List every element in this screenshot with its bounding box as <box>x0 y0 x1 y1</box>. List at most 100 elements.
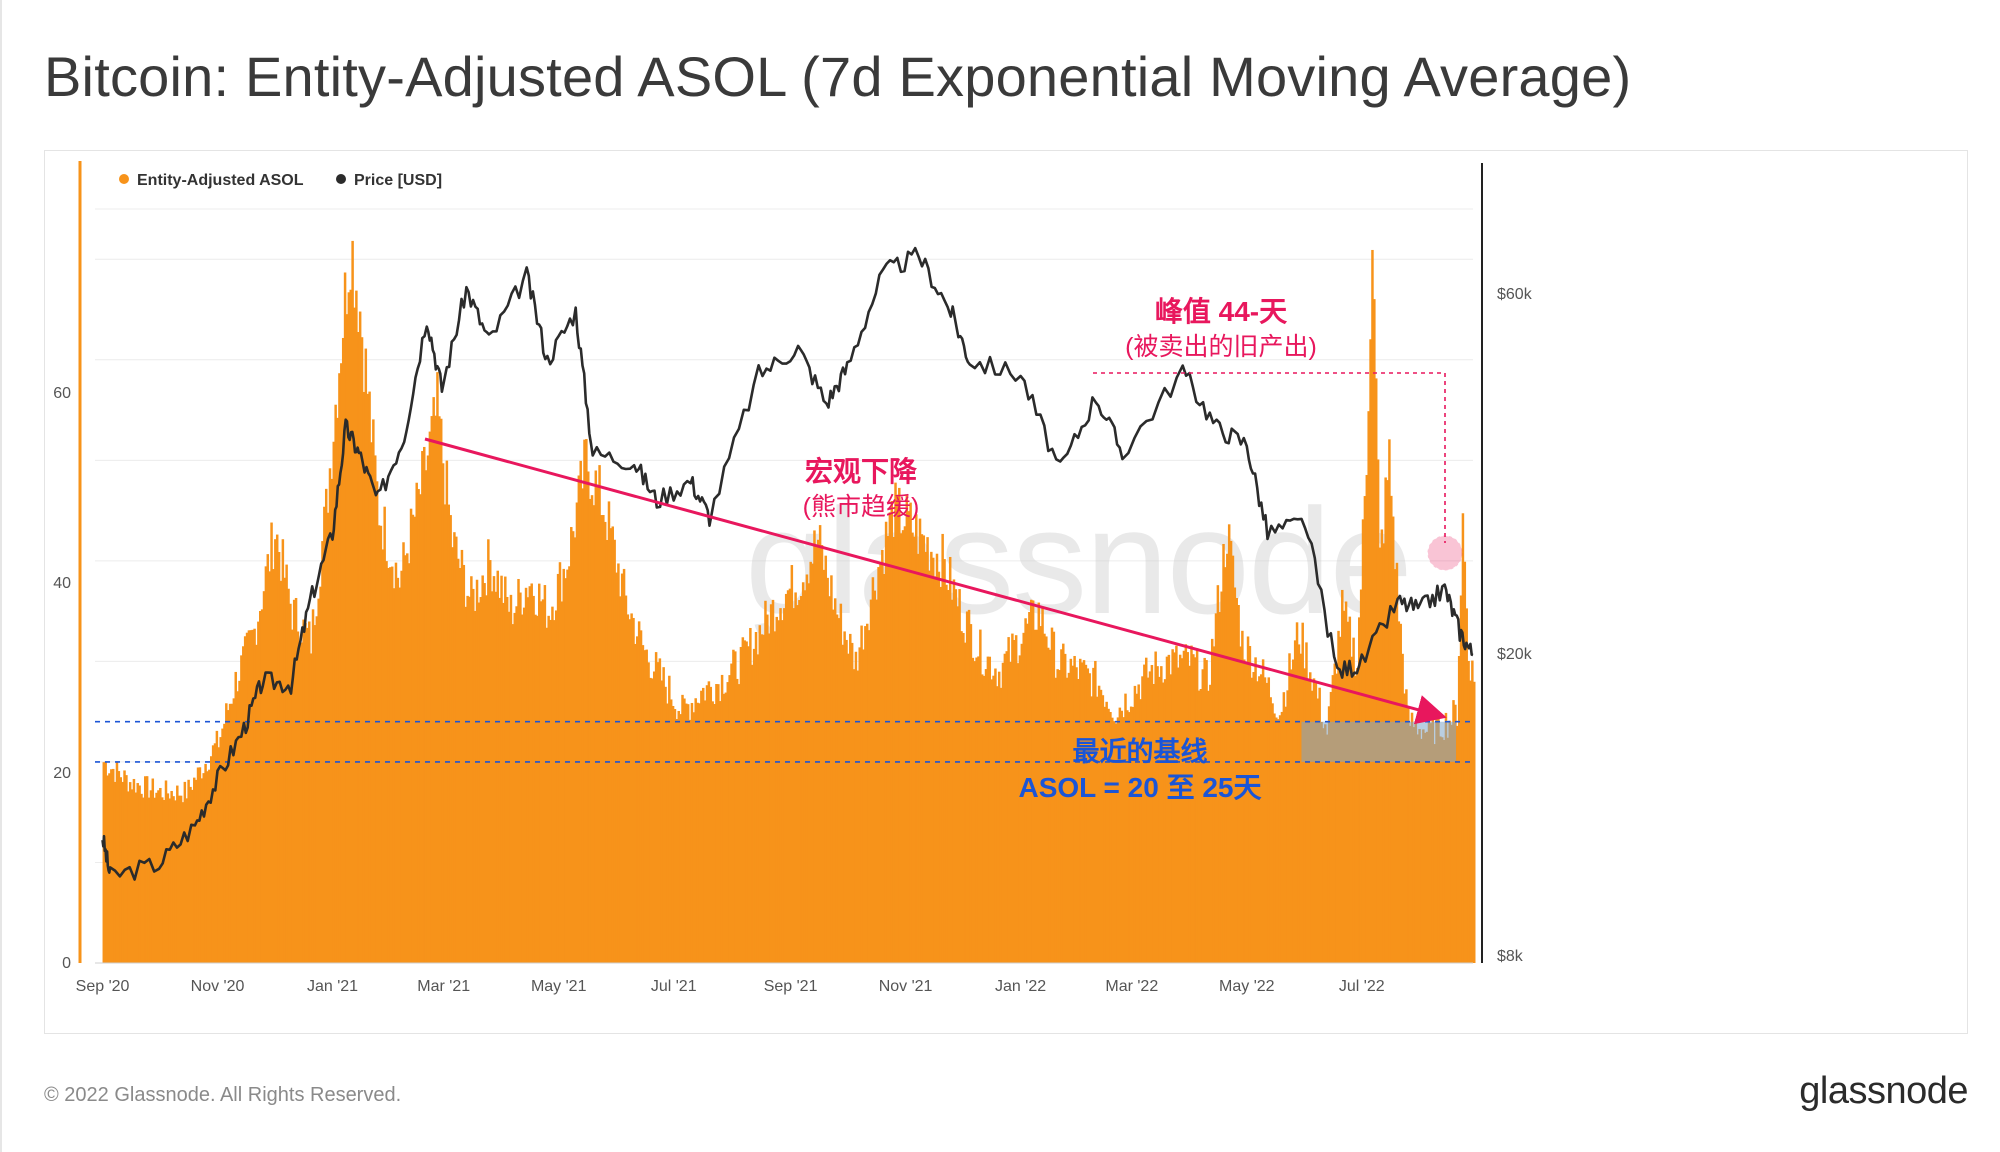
asol-bar <box>947 590 950 963</box>
asol-bar <box>1050 627 1054 963</box>
x-tick-label: May '21 <box>531 978 587 995</box>
y-left-tick-label: 60 <box>53 385 71 402</box>
asol-bar <box>453 532 456 963</box>
x-tick-label: Mar '22 <box>1105 978 1158 995</box>
asol-bar <box>867 630 871 963</box>
asol-bar <box>266 554 270 963</box>
legend-asol-label[interactable]: Entity-Adjusted ASOL <box>137 172 304 189</box>
asol-bar <box>1422 729 1425 963</box>
asol-bar <box>1465 608 1468 963</box>
asol-bar <box>1356 667 1359 963</box>
asol-bar <box>869 599 873 963</box>
asol-bar <box>500 575 503 963</box>
asol-bar <box>1359 589 1363 963</box>
asol-bar <box>726 682 729 963</box>
asol-bar <box>1371 249 1374 964</box>
asol-bar <box>345 314 349 963</box>
asol-bar <box>1243 659 1246 963</box>
asol-bar <box>1427 717 1431 963</box>
asol-bar <box>1178 654 1182 963</box>
asol-bar <box>447 504 450 963</box>
asol-bar <box>1169 674 1172 963</box>
asol-bar <box>1397 621 1401 963</box>
asol-bar <box>960 631 963 963</box>
asol-bar <box>636 636 639 963</box>
asol-bar <box>850 642 854 963</box>
asol-bar <box>138 785 141 963</box>
glassnode-logo[interactable]: glassnode <box>1799 1070 1968 1112</box>
x-tick-label: Jan '21 <box>307 978 358 995</box>
asol-bar <box>110 769 113 963</box>
asol-bar <box>560 601 564 963</box>
asol-bar <box>1301 622 1304 963</box>
asol-bar <box>1267 677 1271 963</box>
asol-bar <box>1369 339 1372 963</box>
asol-bar <box>866 623 869 963</box>
asol-bar <box>470 576 473 963</box>
asol-bar <box>311 609 315 963</box>
asol-bar <box>504 576 507 963</box>
asol-bar <box>965 611 969 963</box>
asol-bar <box>715 684 718 963</box>
asol-bar <box>605 540 609 963</box>
asol-bar <box>1046 647 1050 963</box>
asol-bar <box>973 661 976 963</box>
asol-bar <box>458 568 462 963</box>
asol-bar <box>176 785 179 963</box>
asol-bar <box>240 655 243 963</box>
asol-bar <box>1018 655 1022 963</box>
asol-bar <box>1141 676 1144 963</box>
legend-price-label[interactable]: Price [USD] <box>354 172 442 189</box>
asol-bar <box>407 563 411 963</box>
asol-bar <box>298 645 302 963</box>
asol-bar <box>1011 633 1014 963</box>
asol-bar <box>933 576 937 963</box>
asol-bar <box>609 528 613 963</box>
asol-bar <box>142 797 145 963</box>
asol-bar <box>451 547 454 963</box>
asol-bar <box>762 634 765 963</box>
asol-bar <box>1045 636 1048 963</box>
asol-bar <box>209 756 213 963</box>
asol-bar <box>528 586 532 963</box>
asol-bar <box>671 705 675 963</box>
asol-bar <box>268 571 271 963</box>
asol-bar <box>882 574 886 963</box>
asol-bar <box>1139 699 1142 963</box>
asol-bar <box>749 627 752 963</box>
asol-bar <box>264 566 268 963</box>
asol-bar <box>1346 621 1350 963</box>
annotations: 峰值 44-天 (被卖出的旧产出) 宏观下降 (熊市趋缓) 最近的基线 ASOL = 20… <box>424 296 1463 803</box>
asol-bar <box>856 670 860 963</box>
asol-bar <box>1290 669 1293 963</box>
asol-bar <box>939 586 943 963</box>
asol-bar <box>600 515 603 963</box>
asol-bar <box>803 590 807 963</box>
asol-bar <box>1220 591 1223 963</box>
asol-bar <box>1354 675 1357 963</box>
asol-bar <box>1425 731 1429 963</box>
asol-bar <box>204 763 207 963</box>
asol-bar <box>752 648 756 963</box>
asol-bar <box>1062 643 1065 963</box>
asol-bar <box>191 789 194 963</box>
asol-bar <box>426 455 430 963</box>
asol-bar <box>1418 729 1421 963</box>
asol-bar <box>515 606 518 963</box>
asol-bar <box>366 393 369 963</box>
asol-bar <box>394 562 398 963</box>
asol-bar <box>119 777 122 963</box>
asol-bar <box>800 596 803 963</box>
asol-bar <box>696 702 699 963</box>
asol-bar <box>1471 660 1474 963</box>
asol-bar <box>587 471 590 963</box>
peak-sublabel: (被卖出的旧产出) <box>1125 333 1317 361</box>
asol-bar <box>551 606 554 963</box>
asol-bar <box>1192 654 1195 963</box>
asol-bar <box>805 574 809 963</box>
asol-bar <box>737 684 741 963</box>
copyright-text: © 2022 Glassnode. All Rights Reserved. <box>44 1084 402 1106</box>
asol-bar <box>1280 711 1284 963</box>
asol-bar <box>1459 595 1463 963</box>
asol-bar <box>1073 655 1076 963</box>
